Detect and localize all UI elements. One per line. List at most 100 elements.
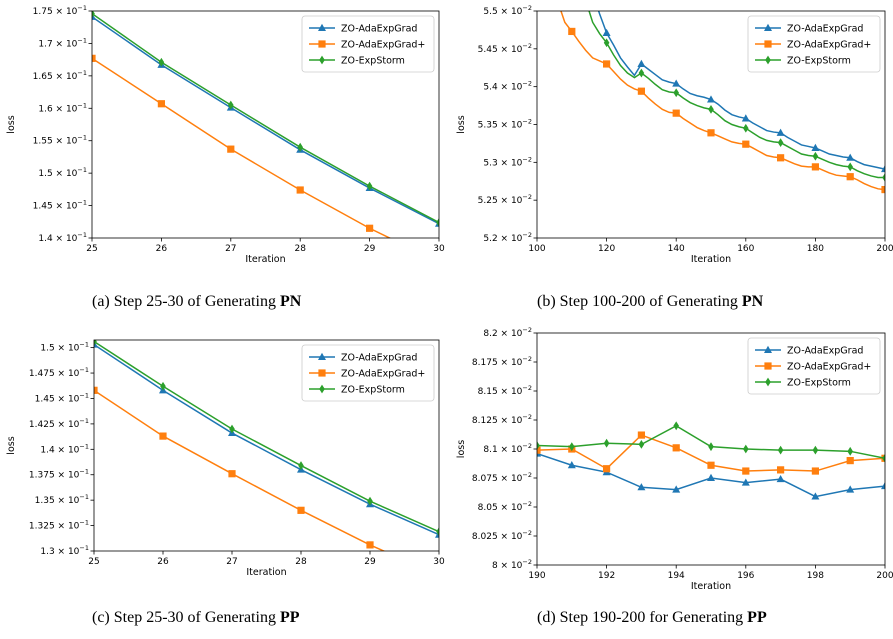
y-tick-label-2-8: 1.5 × 10−1 bbox=[40, 341, 89, 354]
data-point-2-1-2 bbox=[228, 470, 236, 478]
x-tick-label-0-2: 27 bbox=[225, 244, 236, 254]
data-point-1-1-45 bbox=[846, 173, 854, 181]
data-point-1-1-15 bbox=[637, 87, 645, 95]
legend-marker-2-2 bbox=[319, 384, 325, 394]
data-point-3-0-1 bbox=[567, 461, 576, 469]
y-tick-label-2-4: 1.4 × 10−1 bbox=[40, 442, 89, 455]
data-point-3-0-8 bbox=[811, 492, 820, 500]
y-tick-label-3-4: 8.1 × 10−2 bbox=[483, 442, 532, 455]
series-2-2 bbox=[94, 340, 439, 537]
y-tick-label-3-0: 8 × 10−2 bbox=[492, 558, 532, 571]
caption-a: (a) Step 25-30 of Generating PN bbox=[92, 293, 302, 310]
data-point-3-0-6 bbox=[741, 478, 750, 486]
axes-frame-0 bbox=[91, 10, 440, 239]
series-line-0-1 bbox=[92, 57, 392, 238]
legend-0: ZO-AdaExpGrad ZO-AdaExpGrad+ ZO-ExpStorm bbox=[301, 15, 435, 73]
legend-marker-2-1 bbox=[318, 369, 326, 377]
data-point-3-0-5 bbox=[707, 473, 715, 481]
data-point-3-1-0 bbox=[537, 446, 541, 454]
legend-marker-1-2 bbox=[765, 55, 771, 65]
x-tick-label-2-0: 25 bbox=[88, 557, 99, 567]
y-tick-label-1-6: 5.5 × 10−2 bbox=[483, 4, 532, 17]
y-tick-label-2-3: 1.375 × 10−1 bbox=[29, 468, 89, 481]
y-tick-label-0-6: 1.7 × 10−1 bbox=[38, 36, 87, 49]
data-point-1-2-20 bbox=[673, 88, 679, 98]
data-point-3-2-3 bbox=[638, 439, 645, 449]
legend-label-3-2: ZO-ExpStorm bbox=[787, 378, 851, 389]
legend-marker-3-2 bbox=[765, 377, 771, 387]
caption-d: (d) Step 190-200 for Generating PP bbox=[537, 609, 767, 626]
data-point-3-2-0 bbox=[537, 441, 540, 450]
data-point-3-1-2 bbox=[603, 465, 611, 473]
y-tick-label-2-1: 1.325 × 10−1 bbox=[29, 519, 89, 532]
data-point-3-1-7 bbox=[777, 466, 785, 474]
x-tick-label-1-1: 120 bbox=[598, 244, 615, 254]
legend-marker-0-2 bbox=[319, 55, 325, 65]
data-point-1-2-25 bbox=[708, 104, 714, 114]
data-point-1-1-30 bbox=[742, 140, 750, 148]
y-tick-label-0-2: 1.5 × 10−1 bbox=[38, 166, 87, 179]
series-0-2 bbox=[92, 11, 439, 227]
series-line-2-2 bbox=[94, 340, 439, 533]
legend-1: ZO-AdaExpGrad ZO-AdaExpGrad+ ZO-ExpStorm bbox=[747, 15, 881, 73]
y-tick-label-3-6: 8.15 × 10−2 bbox=[478, 384, 532, 397]
data-point-0-1-4 bbox=[366, 224, 374, 232]
legend-label-2-0: ZO-AdaExpGrad bbox=[341, 353, 417, 364]
data-point-1-1-25 bbox=[707, 129, 715, 137]
data-point-1-0-30 bbox=[741, 114, 750, 122]
y-axis-label-0: loss bbox=[6, 115, 17, 133]
series-1-1 bbox=[560, 11, 885, 194]
data-point-1-1-40 bbox=[811, 163, 819, 171]
axes-frame-2 bbox=[93, 339, 440, 552]
y-axis-label-1: loss bbox=[456, 115, 467, 133]
legend-label-1-0: ZO-AdaExpGrad bbox=[787, 24, 863, 35]
legend-marker-2-0 bbox=[318, 352, 326, 360]
data-point-3-2-2 bbox=[603, 438, 610, 448]
chart-panel-3: 190 192 194 196 198 200 8 × 10−2 8.025 × 10−2 8.… bbox=[456, 326, 893, 592]
x-tick-label-2-1: 26 bbox=[157, 557, 169, 567]
data-point-1-2-15 bbox=[638, 68, 645, 78]
y-tick-label-2-6: 1.45 × 10−1 bbox=[35, 391, 89, 404]
data-point-2-2-3 bbox=[298, 461, 304, 470]
legend-marker-1-1 bbox=[764, 40, 772, 48]
x-tick-label-1-3: 160 bbox=[737, 244, 754, 254]
y-tick-label-0-1: 1.45 × 10−1 bbox=[33, 199, 87, 212]
data-point-0-1-5 bbox=[435, 258, 442, 265]
legend-label-0-1: ZO-AdaExpGrad+ bbox=[341, 40, 425, 51]
data-point-0-2-4 bbox=[366, 181, 373, 191]
series-3-0 bbox=[537, 449, 885, 500]
data-point-1-0-10 bbox=[602, 28, 611, 36]
data-point-1-2-35 bbox=[777, 138, 784, 148]
y-axis-label-3: loss bbox=[456, 440, 467, 458]
legend-marker-0-0 bbox=[318, 23, 326, 31]
legend-label-3-1: ZO-AdaExpGrad+ bbox=[787, 362, 871, 373]
x-axis-label-3: Iteration bbox=[691, 581, 731, 592]
data-point-3-2-1 bbox=[569, 442, 575, 452]
y-tick-label-1-3: 5.35 × 10−2 bbox=[478, 118, 532, 131]
x-tick-label-3-1: 192 bbox=[598, 571, 615, 581]
y-tick-label-1-4: 5.4 × 10−2 bbox=[483, 80, 532, 93]
y-tick-label-2-2: 1.35 × 10−1 bbox=[35, 493, 89, 506]
series-line-2-0 bbox=[94, 343, 439, 536]
data-point-3-2-5 bbox=[708, 442, 714, 452]
data-point-0-2-5 bbox=[436, 218, 439, 227]
legend-marker-3-1 bbox=[764, 362, 772, 370]
y-tick-label-0-0: 1.4 × 10−1 bbox=[38, 231, 87, 244]
data-point-3-2-6 bbox=[743, 444, 749, 454]
data-point-1-0-40 bbox=[811, 143, 820, 151]
data-point-1-0-35 bbox=[776, 128, 785, 136]
data-point-1-2-40 bbox=[812, 151, 819, 161]
data-point-1-2-10 bbox=[603, 38, 610, 48]
data-point-1-1-50 bbox=[881, 185, 885, 194]
y-tick-label-3-8: 8.2 × 10−2 bbox=[483, 326, 532, 339]
x-axis-label-1: Iteration bbox=[691, 254, 731, 265]
x-tick-label-0-3: 28 bbox=[294, 244, 306, 254]
y-axis-label-2: loss bbox=[6, 436, 17, 454]
data-point-3-1-3 bbox=[637, 431, 645, 439]
data-point-0-1-2 bbox=[227, 145, 235, 153]
data-point-0-1-0 bbox=[92, 54, 96, 62]
data-point-1-0-45 bbox=[846, 153, 855, 161]
data-point-2-2-1 bbox=[160, 381, 166, 391]
data-point-3-0-4 bbox=[672, 485, 681, 493]
data-point-1-1-5 bbox=[568, 27, 576, 36]
